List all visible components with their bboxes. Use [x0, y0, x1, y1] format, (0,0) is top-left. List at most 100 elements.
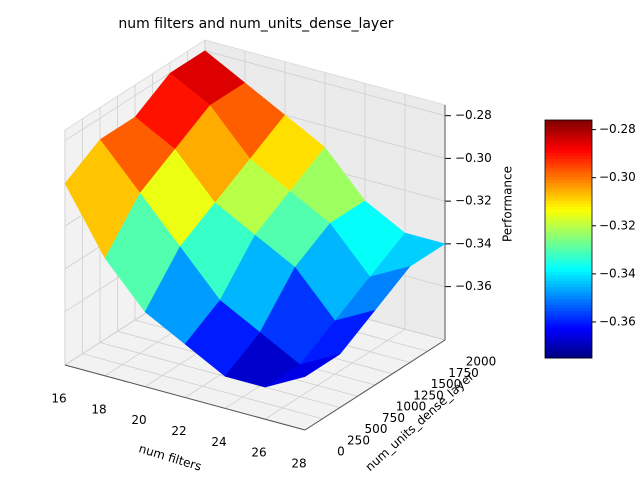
colorbar-swatch — [545, 244, 592, 249]
colorbar-swatch — [545, 182, 592, 186]
colorbar-swatch — [545, 155, 592, 160]
colorbar-swatch — [545, 230, 592, 234]
colorbar-swatch — [545, 250, 592, 255]
colorbar-swatch — [545, 173, 592, 178]
colorbar-swatch — [545, 158, 592, 163]
colorbar-swatch — [545, 268, 592, 273]
colorbar-swatch — [545, 274, 592, 279]
colorbar-swatch — [545, 194, 592, 198]
colorbar-swatch — [545, 215, 592, 219]
colorbar-swatch — [545, 301, 592, 305]
colorbar-swatch — [545, 197, 592, 201]
x-tick-label: 22 — [171, 424, 186, 438]
colorbar-swatch — [545, 206, 592, 210]
y-tick-label: 1500 — [431, 377, 462, 391]
colorbar-swatch — [545, 143, 592, 148]
colorbar-swatch — [545, 271, 592, 276]
colorbar-swatch — [545, 212, 592, 216]
colorbar-frame — [544, 119, 593, 359]
chart-title: num filters and num_units_dense_layer — [118, 16, 393, 32]
x-tick-label: 20 — [131, 413, 146, 427]
colorbar-swatch — [545, 319, 592, 323]
colorbar-swatch — [545, 218, 592, 222]
colorbar-swatch — [545, 227, 592, 231]
colorbar-swatch — [545, 325, 592, 329]
colorbar-swatch — [545, 304, 592, 308]
colorbar-swatch — [545, 131, 592, 136]
colorbar-swatch — [545, 164, 592, 169]
colorbar-swatch — [545, 146, 592, 151]
z-tick-label: −0.30 — [455, 151, 492, 165]
x-tick-label: 18 — [91, 402, 106, 416]
colorbar-swatch — [545, 316, 592, 320]
colorbar-swatch — [545, 185, 592, 189]
colorbar-swatch — [545, 209, 592, 213]
grid-line — [204, 50, 446, 117]
z-tick-label: −0.32 — [455, 194, 492, 208]
x-tick-label: 24 — [211, 435, 226, 449]
y-axis — [304, 339, 446, 431]
surface-patch — [264, 353, 341, 388]
y-tick-label: 1750 — [448, 366, 479, 380]
colorbar-swatch — [545, 346, 592, 350]
x-axis-label: num filters — [137, 441, 203, 473]
colorbar-swatch — [545, 328, 592, 332]
colorbar-swatch — [545, 277, 592, 282]
colorbar-swatch — [545, 256, 592, 261]
x-tick-label: 26 — [251, 446, 266, 460]
colorbar-swatch — [545, 247, 592, 252]
y-tick-label: 500 — [365, 422, 388, 436]
colorbar-swatch — [545, 122, 592, 127]
colorbar-swatch — [545, 262, 592, 267]
colorbar-swatch — [545, 283, 592, 288]
x-tick-label: 28 — [291, 457, 306, 471]
colorbar-swatch — [545, 137, 592, 142]
y-tick-label: 750 — [382, 411, 405, 425]
colorbar-swatch — [545, 280, 592, 285]
colorbar-swatch — [545, 152, 592, 157]
z-axis-label: Performance — [501, 166, 515, 242]
colorbar-tick-label: −0.32 — [599, 218, 636, 232]
colorbar-swatch — [545, 221, 592, 225]
colorbar-swatch — [545, 307, 592, 311]
colorbar-swatch — [545, 224, 592, 228]
colorbar-swatch — [545, 292, 592, 297]
colorbar-swatch — [545, 170, 592, 175]
colorbar-swatch — [545, 286, 592, 291]
colorbar-swatch — [545, 310, 592, 314]
colorbar-swatch — [545, 331, 592, 335]
z-tick-label: −0.28 — [455, 108, 492, 122]
colorbar-tick-label: −0.36 — [599, 314, 636, 328]
colorbar-swatch — [545, 298, 592, 302]
colorbar-swatch — [545, 349, 592, 353]
y-tick-label: 2000 — [466, 355, 497, 369]
colorbar-swatch — [545, 176, 592, 180]
colorbar-swatch — [545, 191, 592, 195]
colorbar-swatch — [545, 322, 592, 326]
colorbar-swatch — [545, 161, 592, 166]
colorbar-swatch — [545, 355, 592, 359]
y-tick-label: 1000 — [396, 400, 427, 414]
colorbar-tick-label: −0.34 — [599, 266, 636, 280]
colorbar-swatch — [545, 188, 592, 192]
colorbar-tick-label: −0.30 — [599, 170, 636, 184]
x-axis — [64, 364, 306, 431]
colorbar-swatch — [545, 253, 592, 258]
colorbar-swatch — [545, 337, 592, 341]
colorbar-swatch — [545, 239, 592, 243]
colorbar-swatch — [545, 313, 592, 317]
colorbar-swatch — [545, 167, 592, 172]
colorbar-swatch — [545, 241, 592, 246]
grid-line — [99, 342, 341, 408]
colorbar-swatch — [545, 289, 592, 294]
colorbar-swatch — [545, 149, 592, 154]
grid-line — [82, 353, 323, 420]
x-tick-label: 16 — [51, 392, 66, 406]
colorbar-swatch — [545, 352, 592, 356]
z-tick-label: −0.34 — [455, 236, 492, 250]
z-tick-label: −0.36 — [455, 279, 492, 293]
colorbar-swatch — [545, 343, 592, 347]
colorbar-swatch — [545, 265, 592, 270]
